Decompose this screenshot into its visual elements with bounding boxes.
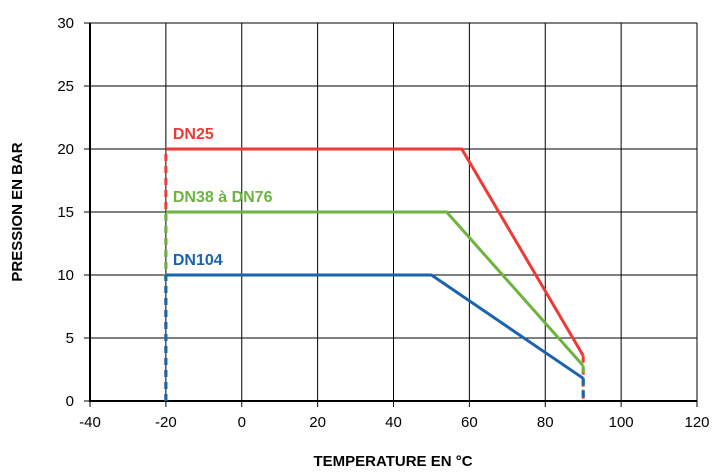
series-dn38-dn76: [164, 210, 585, 402]
series-label: DN38 à DN76: [173, 189, 273, 206]
x-tick-label: 40: [385, 414, 402, 431]
series-lines: [164, 147, 585, 402]
y-tick-label: 30: [57, 15, 74, 32]
series-line: [165, 147, 585, 357]
x-tick-label: 120: [684, 414, 709, 431]
y-tick-label: 20: [57, 141, 74, 158]
axes: [84, 22, 698, 407]
series-dn104: [164, 273, 585, 402]
tick-labels: -40 -20 0 20 40 60 80 100 120 0 5 10 15 20 25 30: [57, 15, 709, 431]
y-tick-label: 5: [66, 330, 74, 347]
series-label: DN104: [173, 252, 223, 269]
y-tick-label: 15: [57, 204, 74, 221]
x-tick-label: -40: [79, 414, 101, 431]
y-axis-title: PRESSION EN BAR: [9, 142, 26, 281]
x-tick-label: 80: [537, 414, 554, 431]
y-tick-label: 0: [66, 393, 74, 410]
x-tick-label: 100: [609, 414, 634, 431]
x-axis-title: TEMPERATURE EN °C: [313, 453, 472, 470]
x-tick-label: 20: [309, 414, 326, 431]
x-tick-label: 0: [238, 414, 246, 431]
y-tick-label: 25: [57, 78, 74, 95]
x-tick-label: -20: [155, 414, 177, 431]
series-labels: DN25 DN38 à DN76 DN104: [173, 126, 273, 269]
x-tick-label: 60: [461, 414, 478, 431]
series-line: [165, 210, 585, 367]
series-line: [165, 273, 585, 380]
series-label: DN25: [173, 126, 214, 143]
y-tick-label: 10: [57, 267, 74, 284]
